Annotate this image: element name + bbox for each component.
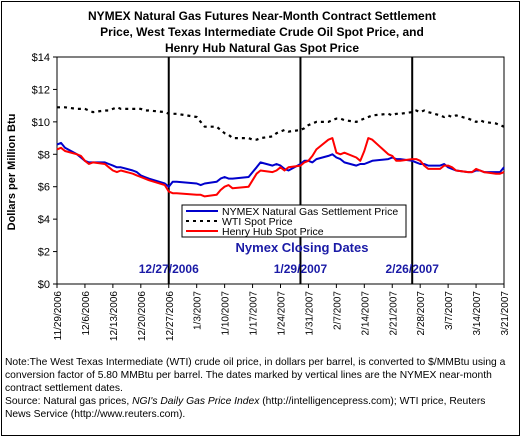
y-tick-label: $12 xyxy=(32,84,50,96)
chart-title: NYMEX Natural Gas Futures Near-Month Con… xyxy=(88,9,436,55)
closing-date-label: 12/27/2006 xyxy=(139,262,199,276)
closing-date-label: 2/26/2007 xyxy=(386,262,440,276)
y-tick-label: $2 xyxy=(38,247,50,259)
footnote-source-suffix: (http://intelligencepress.com); WTI pric… xyxy=(5,396,486,420)
footnote-source: Source: Natural gas prices, NGI's Daily … xyxy=(5,395,513,421)
x-tick-label: 12/20/2006 xyxy=(137,291,148,341)
legend-box xyxy=(181,204,407,238)
x-tick-label: 2/7/2007 xyxy=(332,291,343,330)
y-tick-label: $10 xyxy=(32,117,50,129)
closing-dates-title: Nymex Closing Dates xyxy=(236,240,369,255)
x-tick-label: 1/24/2007 xyxy=(277,291,288,336)
chart-title-line-1: NYMEX Natural Gas Futures Near-Month Con… xyxy=(88,9,436,23)
chart-title-line-3: Henry Hub Natural Gas Spot Price xyxy=(165,41,359,55)
y-tick-label: $14 xyxy=(32,52,50,64)
legend-entry: WTI Spot Price xyxy=(222,216,293,228)
y-tick-label: $0 xyxy=(38,279,50,291)
x-tick-label: 12/6/2006 xyxy=(81,291,92,336)
legend-entry: NYMEX Natural Gas Settlement Price xyxy=(222,206,398,218)
x-tick-label: 1/17/2007 xyxy=(249,291,260,336)
x-tick-label: 3/14/2007 xyxy=(472,291,483,336)
x-tick-label: 2/21/2007 xyxy=(388,291,399,336)
plot-area: $0 $2 $4 $6 $8 $10 $12 $14 11/29/2006 12/6/2006 12… xyxy=(32,52,511,341)
series-line-wti-spot-price xyxy=(57,106,505,141)
series-line-henry-hub-spot-price xyxy=(56,137,505,198)
legend-entry: Henry Hub Spot Price xyxy=(222,226,324,238)
footnote-source-prefix: Source: Natural gas prices, xyxy=(5,396,133,407)
x-tick-label: 2/14/2007 xyxy=(360,291,371,336)
footnote: Note:The West Texas Intermediate (WTI) c… xyxy=(5,356,513,421)
y-tick-label: $6 xyxy=(38,182,50,194)
series-line-nymex-natural-gas-settlement-price xyxy=(56,141,505,188)
x-tick-label: 3/21/2007 xyxy=(500,291,511,336)
y-axis-label: Dollars per Million Btu xyxy=(6,114,18,231)
chart-title-line-2: Price, West Texas Intermediate Crude Oil… xyxy=(100,25,424,39)
y-tick-label: $4 xyxy=(38,214,50,226)
x-tick-label: 1/3/2007 xyxy=(193,291,204,330)
x-tick-label: 2/28/2007 xyxy=(416,291,427,336)
x-tick-label: 12/13/2006 xyxy=(109,291,120,341)
x-tick-label: 3/7/2007 xyxy=(444,291,455,330)
x-tick-label: 12/27/2006 xyxy=(165,291,176,341)
y-tick-label: $8 xyxy=(38,149,50,161)
footnote-source-index: NGI's Daily Gas Price Index xyxy=(132,396,260,407)
x-tick-label: 11/29/2006 xyxy=(53,291,64,341)
x-tick-label: 1/10/2007 xyxy=(221,291,232,336)
footnote-conversion-note: Note:The West Texas Intermediate (WTI) c… xyxy=(5,357,506,394)
closing-date-label: 1/29/2007 xyxy=(274,262,328,276)
x-tick-label: 1/31/2007 xyxy=(304,291,315,336)
